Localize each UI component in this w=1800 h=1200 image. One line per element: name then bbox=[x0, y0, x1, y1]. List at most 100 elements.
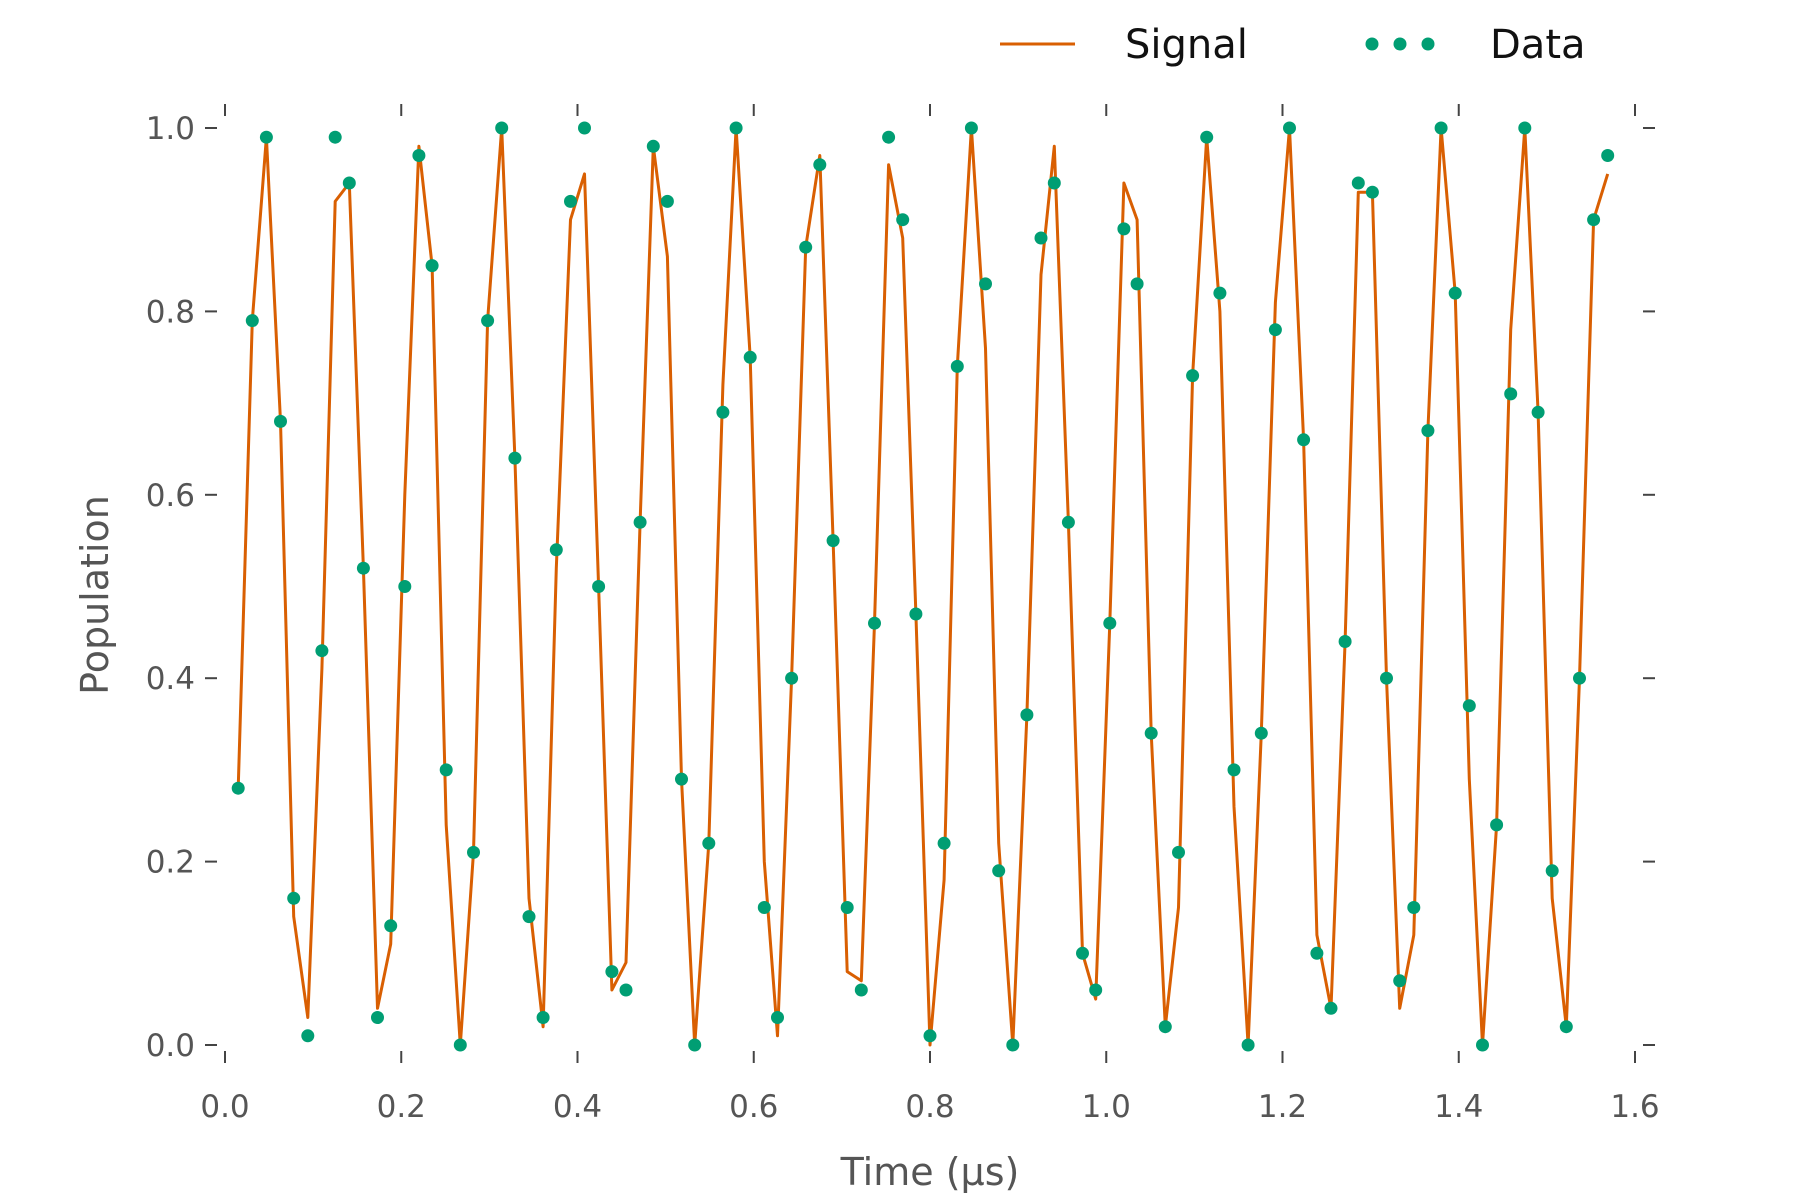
data-point bbox=[1283, 121, 1296, 135]
data-point bbox=[1117, 222, 1131, 236]
y-tick-label: 0.8 bbox=[146, 294, 195, 330]
data-point bbox=[1407, 901, 1421, 914]
legend-signal-label: Signal bbox=[1125, 22, 1248, 68]
data-point bbox=[1076, 946, 1089, 960]
data-point bbox=[1476, 1038, 1489, 1052]
data-point bbox=[1462, 699, 1476, 713]
data-point bbox=[675, 772, 688, 786]
data-point bbox=[868, 616, 881, 630]
data-point bbox=[605, 965, 619, 979]
data-point bbox=[909, 607, 923, 621]
data-point bbox=[1393, 974, 1407, 988]
data-point bbox=[1227, 763, 1241, 777]
data-point bbox=[522, 910, 536, 924]
data-point bbox=[1103, 616, 1117, 630]
data-point bbox=[937, 836, 951, 850]
data-point bbox=[882, 130, 896, 144]
y-axis-ticks: 0.0 0.2 0.4 0.6 0.8 1.0 bbox=[146, 111, 1655, 1064]
data-point bbox=[785, 671, 799, 685]
data-point bbox=[1421, 424, 1435, 438]
data-point bbox=[578, 121, 591, 135]
y-tick-label: 1.0 bbox=[146, 111, 195, 147]
data-point bbox=[716, 405, 730, 419]
data-point bbox=[1254, 726, 1268, 740]
data-point bbox=[964, 121, 978, 135]
data-point bbox=[592, 580, 606, 593]
data-point bbox=[702, 836, 716, 850]
data-point bbox=[896, 213, 910, 227]
data-point bbox=[259, 130, 273, 144]
x-tick-label: 0.8 bbox=[905, 1089, 954, 1125]
data-point bbox=[439, 763, 453, 777]
data-point bbox=[1034, 231, 1048, 245]
x-tick-label: 1.0 bbox=[1082, 1089, 1131, 1125]
data-point bbox=[287, 891, 301, 905]
data-point bbox=[274, 414, 287, 428]
data-point bbox=[564, 194, 577, 208]
data-point bbox=[660, 194, 674, 208]
data-point bbox=[1268, 323, 1282, 337]
data-point bbox=[688, 1038, 702, 1052]
x-tick-label: 0.6 bbox=[729, 1089, 778, 1125]
data-point bbox=[536, 1011, 550, 1024]
data-point bbox=[412, 149, 426, 162]
data-point bbox=[245, 314, 259, 328]
legend-data-label: Data bbox=[1490, 22, 1586, 68]
data-point bbox=[371, 1011, 384, 1024]
data-point bbox=[1559, 1020, 1573, 1034]
y-tick-label: 0.4 bbox=[146, 661, 195, 697]
x-axis-label: Time (μs) bbox=[840, 1150, 1020, 1194]
data-point bbox=[1365, 185, 1379, 199]
data-point bbox=[342, 176, 356, 190]
data-point bbox=[619, 983, 633, 997]
data-point bbox=[481, 314, 495, 328]
data-point bbox=[799, 240, 813, 254]
data-point bbox=[549, 543, 563, 557]
data-point bbox=[508, 451, 522, 465]
data-point bbox=[1158, 1020, 1172, 1034]
data-point bbox=[1144, 726, 1158, 740]
data-point bbox=[1601, 149, 1615, 162]
data-point bbox=[467, 845, 480, 859]
data-point bbox=[1531, 405, 1545, 419]
data-point bbox=[1573, 671, 1586, 685]
data-point bbox=[771, 1011, 784, 1024]
x-tick-label: 1.2 bbox=[1258, 1089, 1307, 1125]
x-axis-ticks: 0.0 0.2 0.4 0.6 0.8 1.0 1.2 1.4 1.6 bbox=[200, 104, 1660, 1125]
data-point bbox=[1241, 1038, 1255, 1052]
data-point bbox=[453, 1038, 467, 1052]
legend: Signal Data bbox=[1000, 22, 1586, 68]
data-point bbox=[384, 919, 398, 933]
data-point bbox=[1061, 515, 1075, 529]
data-point bbox=[1545, 864, 1559, 878]
data-point bbox=[495, 121, 509, 135]
x-tick-label: 0.2 bbox=[377, 1089, 426, 1125]
data-point bbox=[840, 901, 854, 914]
data-point bbox=[1448, 286, 1462, 300]
data-point bbox=[1172, 845, 1185, 859]
data-point bbox=[1047, 176, 1061, 190]
data-point bbox=[1200, 130, 1214, 144]
legend-data-marker bbox=[1421, 37, 1435, 51]
data-point bbox=[646, 139, 660, 153]
signal-series bbox=[236, 126, 1610, 1047]
data-series bbox=[231, 121, 1615, 1052]
data-point bbox=[743, 350, 757, 364]
data-point bbox=[1089, 983, 1103, 997]
data-point bbox=[1213, 286, 1227, 300]
y-axis-label: Population bbox=[73, 495, 117, 695]
x-tick-label: 1.6 bbox=[1610, 1089, 1659, 1125]
data-point bbox=[1297, 433, 1311, 447]
data-point bbox=[1518, 121, 1532, 135]
data-point bbox=[979, 277, 992, 291]
data-point bbox=[854, 983, 868, 997]
data-point bbox=[231, 781, 245, 795]
signal-line bbox=[236, 126, 1610, 1047]
y-tick-label: 0.0 bbox=[146, 1028, 195, 1064]
legend-data-marker bbox=[1365, 37, 1379, 51]
data-point bbox=[813, 158, 827, 172]
data-point bbox=[729, 121, 743, 135]
data-point bbox=[425, 259, 439, 273]
data-point bbox=[1130, 277, 1144, 291]
